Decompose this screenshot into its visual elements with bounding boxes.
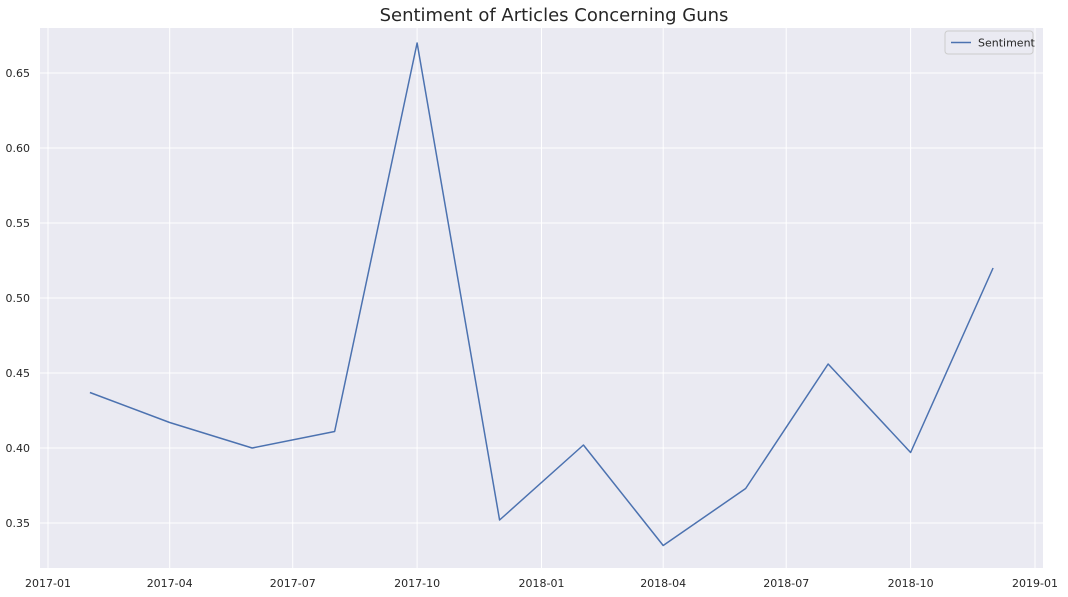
legend: Sentiment [944, 30, 1036, 55]
x-tick-label: 2017-10 [394, 577, 440, 590]
legend-label-sentiment: Sentiment [978, 37, 1036, 50]
x-tick-label: 2018-10 [888, 577, 934, 590]
x-tick-label: 2019-01 [1012, 577, 1058, 590]
tick-labels: 0.35 0.40 0.45 0.50 0.55 0.60 0.65 2017-01 2017-… [6, 67, 1058, 590]
series-layer [89, 42, 994, 547]
y-tick-label: 0.65 [6, 67, 31, 80]
x-tick-label: 2018-04 [640, 577, 686, 590]
x-tick-label: 2017-04 [147, 577, 193, 590]
series-line-sentiment [89, 42, 994, 547]
chart-title: Sentiment of Articles Concerning Guns [380, 5, 729, 26]
x-tick-label: 2017-07 [270, 577, 316, 590]
y-tick-label: 0.35 [6, 517, 31, 530]
y-tick-label: 0.45 [6, 367, 31, 380]
grid-lines [40, 28, 1043, 568]
y-tick-label: 0.55 [6, 217, 31, 230]
x-tick-label: 2018-07 [763, 577, 809, 590]
x-tick-label: 2017-01 [25, 577, 71, 590]
y-tick-label: 0.40 [6, 442, 31, 455]
legend-box [944, 30, 1034, 55]
x-tick-label: 2018-01 [519, 577, 565, 590]
y-tick-label: 0.60 [6, 142, 31, 155]
y-tick-label: 0.50 [6, 292, 31, 305]
